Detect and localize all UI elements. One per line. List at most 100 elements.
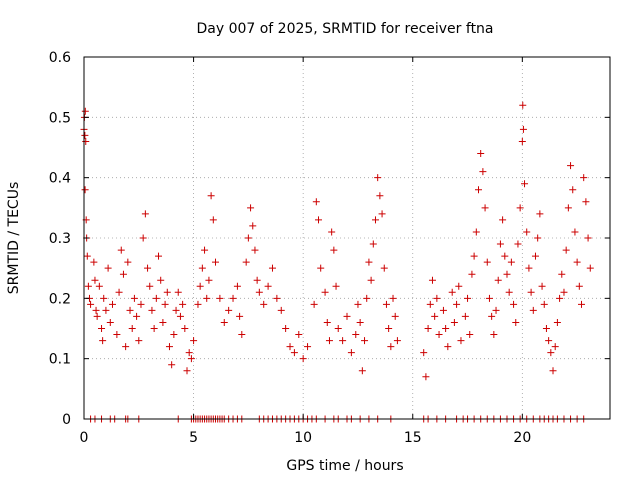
data-point [385, 325, 393, 332]
data-point [286, 343, 294, 351]
data-point [124, 258, 132, 266]
data-point [172, 306, 180, 314]
data-point [492, 306, 500, 314]
data-point [236, 312, 244, 320]
data-point [564, 204, 572, 212]
data-point [144, 264, 152, 272]
data-points [80, 101, 594, 423]
data-point [233, 282, 241, 290]
y-tick-label: 0.6 [49, 50, 71, 66]
data-point [439, 306, 447, 314]
data-point [422, 373, 430, 381]
data-point [150, 325, 158, 332]
data-point [323, 318, 331, 326]
data-point [553, 318, 561, 326]
data-point [216, 294, 224, 302]
data-point [174, 288, 182, 296]
data-point [518, 137, 526, 145]
data-point [83, 252, 91, 260]
data-point [100, 294, 108, 302]
data-point [580, 174, 588, 182]
data-point [163, 288, 171, 296]
data-point [183, 367, 191, 375]
data-point [499, 216, 507, 224]
data-point [569, 186, 577, 194]
data-point [356, 318, 364, 326]
data-point [542, 325, 550, 332]
data-point [295, 331, 303, 339]
data-point [119, 270, 127, 278]
data-point [321, 288, 329, 296]
data-point [496, 240, 504, 248]
data-point [148, 306, 156, 314]
data-point [117, 246, 125, 254]
data-point [435, 331, 443, 339]
data-point [325, 337, 333, 345]
x-tick-label: 15 [404, 430, 422, 446]
data-point [330, 246, 338, 254]
data-point [207, 192, 215, 200]
data-point [229, 294, 237, 302]
data-point [179, 300, 187, 308]
data-point [382, 300, 390, 308]
data-point [128, 325, 136, 332]
plot-frame [83, 56, 611, 420]
data-point [84, 282, 92, 290]
data-point [260, 300, 268, 308]
data-point [450, 318, 458, 326]
data-point [431, 312, 439, 320]
data-point [220, 318, 228, 326]
data-point [472, 228, 480, 236]
data-point [106, 318, 114, 326]
data-point [310, 300, 318, 308]
data-point [190, 337, 198, 345]
data-point [358, 367, 366, 375]
data-point [347, 349, 355, 357]
data-point [573, 258, 581, 266]
data-point [507, 258, 515, 266]
x-tick-label: 20 [513, 430, 531, 446]
data-point [90, 258, 98, 266]
data-point [505, 288, 513, 296]
data-point [527, 288, 535, 296]
data-point [238, 331, 246, 339]
data-point [334, 325, 342, 332]
data-point [115, 288, 123, 296]
data-point [201, 246, 209, 254]
y-tick-label: 0 [62, 412, 71, 428]
data-point [104, 264, 112, 272]
data-point [141, 210, 149, 218]
x-tick-label: 5 [189, 430, 198, 446]
x-axis-label: GPS time / hours [286, 458, 403, 474]
data-point [488, 312, 496, 320]
data-point [159, 318, 167, 326]
data-point [165, 343, 173, 351]
data-point [503, 270, 511, 278]
y-tick-label: 0.1 [49, 352, 71, 368]
data-point [378, 210, 386, 218]
data-point [247, 204, 255, 212]
data-point [155, 252, 163, 260]
data-point [586, 264, 594, 272]
data-point [428, 276, 436, 284]
data-point [562, 246, 570, 254]
data-point [139, 234, 147, 242]
data-point [464, 294, 472, 302]
data-point [98, 325, 106, 332]
data-point [453, 300, 461, 308]
data-point [433, 294, 441, 302]
data-point [152, 294, 160, 302]
data-point [391, 312, 399, 320]
data-point [212, 258, 219, 266]
data-point [534, 234, 542, 242]
data-point [181, 325, 189, 332]
data-point [130, 294, 138, 302]
data-point [514, 240, 522, 248]
y-tick-label: 0.4 [49, 171, 71, 187]
data-point [558, 270, 566, 278]
data-point [371, 216, 379, 224]
data-point [255, 288, 263, 296]
data-point [442, 325, 450, 332]
data-point [389, 294, 397, 302]
data-point [92, 306, 100, 314]
